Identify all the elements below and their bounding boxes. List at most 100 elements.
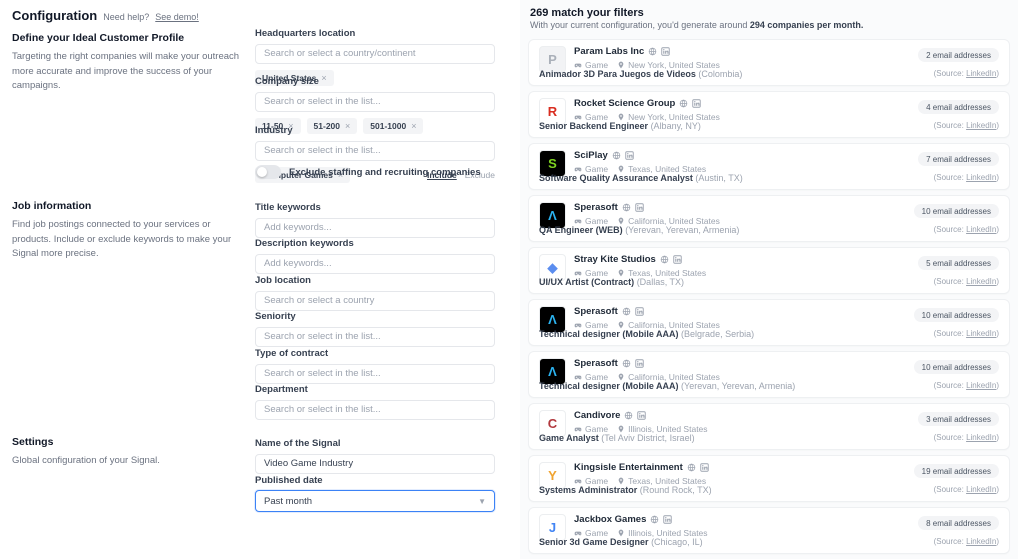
linkedin-source-link[interactable]: LinkedIn: [966, 173, 997, 182]
remove-tag-icon[interactable]: ×: [337, 169, 344, 180]
remove-tag-icon[interactable]: ×: [411, 120, 417, 131]
linkedin-source-link[interactable]: LinkedIn: [966, 485, 997, 494]
company-card[interactable]: P Param Labs Inc Game: [528, 39, 1010, 86]
company-name: Rocket Science Group: [574, 98, 676, 109]
tag-united-states[interactable]: United States ×: [255, 69, 334, 86]
linkedin-source-link[interactable]: LinkedIn: [966, 433, 997, 442]
job-location-input[interactable]: [255, 290, 495, 311]
tag-size-501-1000[interactable]: 501-1000 ×: [363, 117, 424, 134]
industry-input[interactable]: [255, 140, 495, 161]
contract-type-input[interactable]: [255, 363, 495, 384]
linkedin-icon[interactable]: [635, 359, 644, 368]
company-card[interactable]: J Jackbox Games Game: [528, 507, 1010, 554]
linkedin-icon[interactable]: [673, 255, 682, 264]
linkedin-icon[interactable]: [663, 515, 673, 524]
job-title: Animador 3D Para Juegos de Videos: [539, 69, 696, 79]
email-count-badge: 10 email addresses: [913, 360, 999, 374]
website-globe-icon[interactable]: [622, 307, 631, 316]
linkedin-source-link[interactable]: LinkedIn: [966, 225, 997, 234]
linkedin-source-link[interactable]: LinkedIn: [966, 329, 997, 338]
website-globe-icon[interactable]: [679, 99, 688, 108]
published-date-select[interactable]: Past month ▼: [255, 490, 495, 512]
include-link[interactable]: Include: [426, 169, 457, 180]
location-label: New York, United States: [628, 112, 720, 122]
linkedin-icon[interactable]: [700, 463, 709, 472]
linkedin-source-link[interactable]: LinkedIn: [966, 537, 997, 546]
category-item: Game: [574, 112, 608, 122]
website-globe-icon[interactable]: [622, 203, 631, 212]
remove-tag-icon[interactable]: ×: [321, 72, 327, 83]
website-globe-icon[interactable]: [687, 463, 696, 472]
source-note: (Source: LinkedIn): [933, 173, 999, 182]
category-label: Game: [585, 268, 609, 278]
job-location: (Yerevan, Yerevan, Armenia): [625, 225, 740, 235]
headquarters-input[interactable]: [255, 43, 495, 64]
remove-tag-icon[interactable]: ×: [345, 120, 351, 131]
website-globe-icon[interactable]: [648, 47, 657, 56]
location-item: New York, United States: [617, 60, 720, 70]
company-card[interactable]: Λ Sperasoft Game: [528, 195, 1010, 242]
match-count-title: 269 match your filters: [530, 7, 644, 19]
linkedin-icon[interactable]: [635, 307, 644, 316]
location-pin-icon: [618, 529, 624, 537]
website-globe-icon[interactable]: [622, 359, 631, 368]
company-card[interactable]: R Rocket Science Group Game: [528, 91, 1010, 138]
website-globe-icon[interactable]: [624, 411, 633, 420]
staffing-toggle[interactable]: [255, 165, 281, 179]
seniority-label: Seniority: [255, 311, 296, 322]
location-label: Texas, United States: [628, 268, 707, 278]
email-count-badge: 8 email addresses: [918, 516, 999, 530]
location-label: California, United States: [628, 216, 720, 226]
signal-name-input[interactable]: [255, 453, 495, 474]
company-card[interactable]: C Candivore Game: [528, 403, 1010, 450]
company-name: Stray Kite Studios: [574, 254, 656, 265]
job-title: Senior 3d Game Designer: [539, 537, 649, 547]
company-name: Sperasoft: [574, 306, 618, 317]
website-globe-icon[interactable]: [650, 515, 659, 524]
category-label: Game: [585, 164, 609, 174]
website-globe-icon[interactable]: [660, 255, 669, 264]
company-card-list: P Param Labs Inc Game: [528, 39, 1010, 554]
department-input[interactable]: [255, 399, 495, 420]
remove-tag-icon[interactable]: ×: [288, 120, 294, 131]
company-card[interactable]: Λ Sperasoft Game: [528, 299, 1010, 346]
seniority-input[interactable]: [255, 326, 495, 347]
linkedin-source-link[interactable]: LinkedIn: [966, 69, 997, 78]
see-demo-link[interactable]: See demo!: [155, 12, 199, 22]
tag-size-11-50[interactable]: 11-50 ×: [255, 117, 301, 134]
company-card[interactable]: Λ Sperasoft Game: [528, 351, 1010, 398]
match-subtitle-bold: 294 companies per month.: [749, 20, 864, 30]
linkedin-icon[interactable]: [625, 151, 634, 160]
category-label: Game: [585, 112, 609, 122]
linkedin-source-link[interactable]: LinkedIn: [966, 121, 997, 130]
linkedin-icon[interactable]: [692, 99, 702, 108]
location-label: Texas, United States: [628, 476, 707, 486]
contract-type-label: Type of contract: [255, 348, 329, 359]
title-keywords-input[interactable]: [255, 217, 495, 238]
company-card[interactable]: Y Kingsisle Entertainment Game: [528, 455, 1010, 502]
linkedin-source-link[interactable]: LinkedIn: [966, 381, 997, 390]
email-count-badge: 4 email addresses: [918, 100, 999, 114]
source-note: (Source: LinkedIn): [933, 69, 999, 78]
section-settings: Settings Global configuration of your Si…: [12, 436, 240, 469]
company-size-input[interactable]: [255, 91, 495, 112]
location-pin-icon: [618, 373, 624, 381]
match-subtitle: With your current configuration, you'd g…: [530, 20, 1008, 30]
job-title: Software Quality Assurance Analyst: [539, 173, 693, 183]
source-note: (Source: LinkedIn): [933, 277, 999, 286]
source-note: (Source: LinkedIn): [933, 485, 999, 494]
linkedin-icon[interactable]: [635, 203, 644, 212]
website-globe-icon[interactable]: [612, 151, 621, 160]
category-item: Game: [574, 164, 608, 174]
description-keywords-input[interactable]: [255, 253, 495, 274]
linkedin-source-link[interactable]: LinkedIn: [966, 277, 997, 286]
company-card[interactable]: S SciPlay Game: [528, 143, 1010, 190]
linkedin-icon[interactable]: [637, 411, 647, 420]
section-icp-title: Define your Ideal Customer Profile: [12, 32, 185, 44]
company-card[interactable]: ◆ Stray Kite Studios Game: [528, 247, 1010, 294]
exclude-link[interactable]: Exclude: [464, 169, 495, 180]
match-subtitle-text: With your current configuration, you'd g…: [530, 20, 750, 30]
linkedin-icon[interactable]: [661, 47, 670, 56]
tag-size-51-200[interactable]: 51-200 ×: [306, 117, 358, 134]
tag-label: Computer Games: [262, 169, 333, 180]
